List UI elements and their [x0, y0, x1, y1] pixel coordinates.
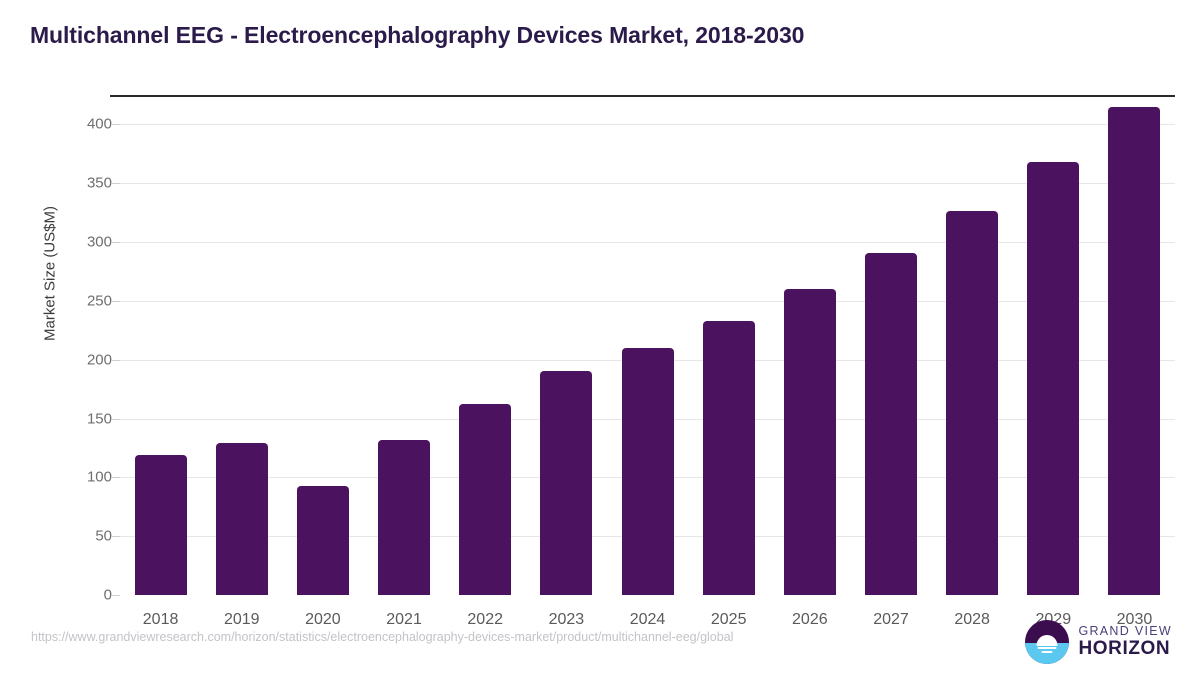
logo-text-top: GRAND VIEW	[1078, 624, 1172, 639]
y-axis-tick-labels: 0 50 100 150 200 250 300 350 400	[60, 95, 112, 604]
bar[interactable]	[1027, 162, 1080, 595]
page-title: Multichannel EEG - Electroencephalograph…	[30, 22, 805, 48]
bar[interactable]	[215, 443, 268, 595]
x-axis-line	[110, 95, 1175, 97]
bar-slot	[526, 95, 607, 595]
logo-ray-1	[1037, 646, 1057, 650]
bar[interactable]	[540, 371, 593, 595]
bar[interactable]	[1108, 106, 1161, 595]
plot-area: Market Size (US$M) 0 50 100 150 200 250 300 350…	[0, 95, 1200, 628]
grid-area	[110, 95, 1175, 596]
bar[interactable]	[378, 439, 431, 595]
gridline	[120, 183, 1175, 185]
gridline	[120, 242, 1175, 244]
gridline	[120, 124, 1175, 126]
x-axis-tick-label: 2026	[792, 611, 828, 628]
y-axis-tick-label: 50	[95, 527, 112, 545]
logo-text-bottom: HORIZON	[1078, 637, 1171, 659]
x-axis-tick-label: 2028	[954, 611, 990, 628]
y-axis-tick	[112, 183, 120, 185]
y-axis-tick-label: 150	[86, 410, 112, 428]
grand-view-horizon-logo[interactable]: GRAND VIEW HORIZON	[1025, 620, 1172, 664]
bar[interactable]	[783, 289, 836, 595]
bar-slot	[1094, 95, 1175, 595]
y-axis-tick	[112, 300, 120, 302]
bar-slot	[120, 95, 201, 595]
x-axis-tick-label: 2018	[142, 611, 179, 628]
y-axis-tick	[112, 124, 120, 126]
x-axis-tick-label: 2021	[386, 611, 422, 628]
bar-slot	[769, 95, 850, 595]
logo-sun-shape	[1036, 635, 1058, 647]
bar[interactable]	[864, 252, 917, 595]
bar-slot	[363, 95, 444, 595]
bar[interactable]	[702, 320, 755, 595]
x-axis-tick-label: 2023	[548, 611, 585, 628]
x-axis-tick-label: 2022	[467, 611, 503, 628]
bar[interactable]	[134, 455, 187, 595]
bar-slot	[201, 95, 282, 595]
y-axis-tick	[112, 242, 120, 244]
y-axis-tick	[112, 595, 120, 596]
y-axis-tick	[112, 359, 120, 361]
logo-ray-2	[1041, 650, 1053, 654]
source-url[interactable]: https://www.grandviewresearch.com/horizo…	[31, 630, 734, 644]
bar-series	[120, 95, 1175, 595]
y-axis-tick	[112, 477, 120, 479]
x-axis-tick-label: 2025	[710, 611, 747, 628]
bar[interactable]	[621, 347, 674, 595]
x-axis-tick-label: 2019	[223, 611, 260, 628]
y-axis-tick-label: 300	[86, 233, 112, 251]
y-axis-tick-label: 250	[86, 292, 112, 310]
bar-slot	[932, 95, 1013, 595]
x-axis-tick-labels: 2018 2019 2020 2021 2022 2023 2024 2025 2026 2027…	[120, 595, 1175, 629]
x-axis-tick-label: 2027	[873, 611, 909, 628]
bar-slot	[688, 95, 769, 595]
bar-slot	[282, 95, 363, 595]
bar[interactable]	[296, 485, 349, 595]
y-axis-tick	[112, 536, 120, 538]
x-axis-tick-label: 2020	[305, 611, 341, 628]
logo-wordmark: GRAND VIEW HORIZON	[1078, 625, 1172, 658]
y-axis-tick-label: 350	[86, 174, 112, 192]
bar-slot	[607, 95, 688, 595]
x-axis-tick-label: 2024	[629, 611, 666, 628]
bar[interactable]	[459, 404, 512, 595]
y-axis-tick	[112, 418, 120, 420]
gridline	[120, 300, 1175, 302]
bar[interactable]	[946, 211, 999, 595]
bar-slot	[850, 95, 931, 595]
bar-slot	[445, 95, 526, 595]
horizon-sun-icon	[1025, 620, 1070, 664]
x-axis-tick-label: 2030	[1116, 611, 1153, 628]
y-axis-tick-label: 100	[86, 468, 112, 486]
y-axis-tick-label: 200	[86, 351, 112, 369]
y-axis-tick-label: 400	[86, 115, 112, 133]
y-axis-title: Market Size (US$M)	[41, 205, 59, 342]
y-axis-tick-label: 0	[103, 586, 112, 604]
bar-slot	[1013, 95, 1094, 595]
